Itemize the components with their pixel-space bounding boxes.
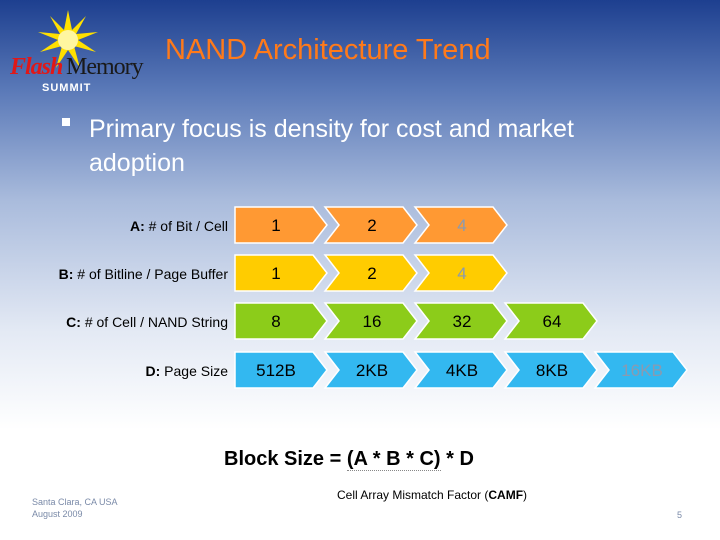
chevron-row: 512B 2KB 4KB 8KB 16KB (234, 351, 688, 389)
chevron-value: 2KB (356, 361, 388, 380)
chevron-shape (234, 254, 328, 292)
chevron-value: 4 (457, 216, 466, 235)
footer-location: Santa Clara, CA USA August 2009 (32, 496, 118, 520)
logo-flash-text: Flash (10, 54, 63, 80)
chevron-value: 8 (271, 312, 280, 331)
chevron-shape (323, 206, 418, 244)
chevron-value: 64 (543, 312, 562, 331)
chevron-cell: 512B (234, 351, 328, 389)
chevron-shape (323, 254, 418, 292)
formula-suffix: * D (440, 448, 474, 470)
row-label: A: # of Bit / Cell (130, 218, 228, 234)
chevron-value: 1 (271, 264, 280, 283)
chevron-shape (323, 351, 418, 389)
chevron-value: 2 (367, 216, 376, 235)
bullet-text: Primary focus is density for cost and ma… (89, 115, 574, 177)
row-label: C: # of Cell / NAND String (66, 314, 228, 330)
page-number: 5 (677, 510, 683, 520)
chevron-value: 16 (363, 312, 382, 331)
chevron-cell: 4KB (413, 351, 508, 389)
chevron-cell: 16KB (593, 351, 688, 389)
chevron-cell: 8KB (503, 351, 598, 389)
chevron-value: 512B (256, 361, 296, 380)
formula-underlined-term: (A * B * C) (346, 448, 441, 471)
row-label-text: # of Bitline / Page Buffer (77, 266, 228, 282)
chevron-cell: 32 (413, 302, 508, 340)
chevron-value: 4 (457, 264, 466, 283)
chevron-shape (413, 351, 508, 389)
chevron-shape (413, 302, 508, 340)
formula-prefix: Block Size = (224, 448, 347, 470)
row-label-key: D: (145, 363, 161, 379)
chevron-cell: 1 (234, 206, 328, 244)
chevron-cell: 2 (323, 254, 418, 292)
chevron-value: 1 (271, 216, 280, 235)
chevron-shape (234, 302, 328, 340)
chevron-shape (503, 351, 598, 389)
slide-title: NAND Architecture Trend (165, 34, 491, 66)
chevron-shape (503, 302, 598, 340)
row-label-key: C: (66, 314, 81, 330)
chevron-row: 8 16 32 64 (234, 302, 598, 340)
chevron-value: 16KB (621, 361, 663, 380)
footer-line-2: August 2009 (32, 509, 83, 519)
row-label-key: A: (129, 218, 145, 234)
chevron-cell: 8 (234, 302, 328, 340)
chevron-cell: 64 (503, 302, 598, 340)
row-label-text: # of Cell / NAND String (84, 314, 228, 330)
chevron-shape (593, 351, 688, 389)
camf-abbrev: CAMF (488, 488, 524, 502)
chevron-value: 4KB (446, 361, 478, 380)
bullet-square-icon (62, 118, 70, 126)
chevron-row: 1 2 4 (234, 254, 508, 292)
chevron-cell: 2 (323, 206, 418, 244)
camf-caption: Cell Array Mismatch Factor (CAMF) (337, 488, 527, 502)
row-label-text: Page Size (164, 363, 228, 379)
chevron-row: 1 2 4 (234, 206, 508, 244)
footer-line-1: Santa Clara, CA USA (32, 497, 118, 507)
chevron-shape (234, 206, 328, 244)
chevron-shape (413, 254, 508, 292)
chevron-cell: 1 (234, 254, 328, 292)
logo-summit-text: SUMMIT (42, 82, 92, 94)
row-label-key: B: (58, 266, 74, 282)
row-label: D: Page Size (146, 363, 229, 379)
chevron-cell: 16 (323, 302, 418, 340)
row-label-text: # of Bit / Cell (148, 218, 228, 234)
chevron-cell: 2KB (323, 351, 418, 389)
block-size-formula: Block Size = (A * B * C) * D (224, 448, 474, 471)
flash-memory-summit-logo: Flash Memory SUMMIT (4, 10, 144, 94)
chevron-shape (234, 351, 328, 389)
chevron-cell: 4 (413, 254, 508, 292)
chevron-shape (323, 302, 418, 340)
logo-memory-text: Memory (66, 54, 144, 80)
chevron-value: 8KB (536, 361, 568, 380)
starburst-icon (38, 10, 98, 68)
camf-text: Cell Array Mismatch Factor ( (337, 488, 489, 502)
chevron-value: 2 (367, 264, 376, 283)
chevron-shape (413, 206, 508, 244)
chevron-cell: 4 (413, 206, 508, 244)
camf-close: ) (523, 488, 528, 502)
chevron-value: 32 (453, 312, 472, 331)
row-label: B: # of Bitline / Page Buffer (59, 266, 228, 282)
